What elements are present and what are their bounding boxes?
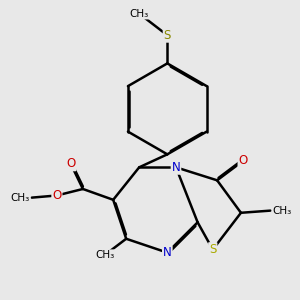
Text: CH₃: CH₃ xyxy=(130,9,149,19)
Text: N: N xyxy=(163,246,172,259)
Text: CH₃: CH₃ xyxy=(272,206,292,216)
Text: S: S xyxy=(209,243,217,256)
Text: O: O xyxy=(66,158,75,170)
Text: O: O xyxy=(52,189,62,202)
Text: CH₃: CH₃ xyxy=(11,193,30,202)
Text: CH₃: CH₃ xyxy=(95,250,114,260)
Text: S: S xyxy=(164,29,171,42)
Text: N: N xyxy=(172,161,180,174)
Text: O: O xyxy=(238,154,248,167)
